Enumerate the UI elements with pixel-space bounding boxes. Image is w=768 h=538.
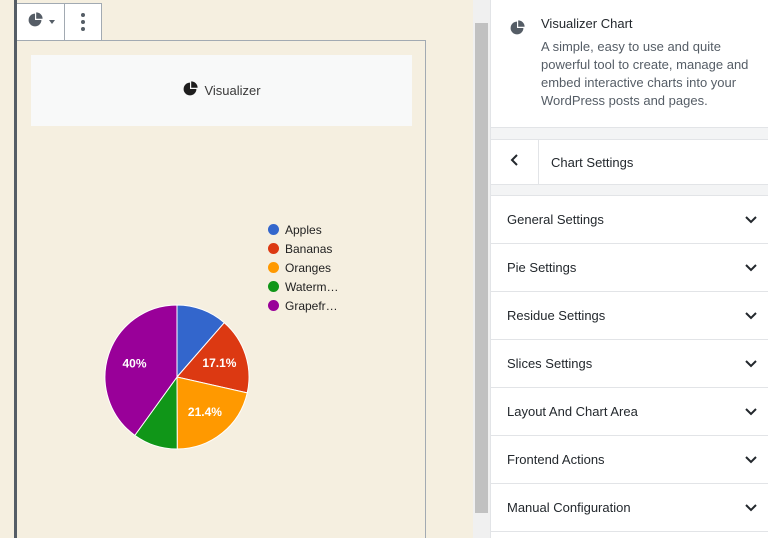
- block-selection-rail: [14, 0, 17, 538]
- chevron-down-icon: [745, 260, 757, 275]
- panel-title: Pie Settings: [507, 260, 577, 275]
- panel-divider: [491, 531, 768, 538]
- panel-manual-configuration[interactable]: Manual Configuration: [491, 483, 768, 531]
- chevron-down-icon: [745, 308, 757, 323]
- chevron-left-icon: [510, 153, 520, 171]
- panel-layout-and-chart-area[interactable]: Layout And Chart Area: [491, 387, 768, 435]
- pie-chart-icon: [27, 11, 43, 33]
- block-card-description: A simple, easy to use and quite powerful…: [541, 39, 749, 108]
- block-card-title: Visualizer Chart: [541, 16, 633, 31]
- block-toolbar: [17, 3, 102, 41]
- slice-label: 21.4%: [188, 405, 222, 419]
- panel-title: Slices Settings: [507, 356, 593, 371]
- panel-pie-settings[interactable]: Pie Settings: [491, 243, 768, 291]
- divider: [491, 185, 768, 195]
- legend-swatch: [268, 300, 279, 311]
- legend-label: Oranges: [285, 260, 332, 275]
- placeholder-label: Visualizer: [204, 83, 261, 98]
- more-options-button[interactable]: [65, 4, 101, 40]
- visualizer-placeholder: Visualizer: [31, 55, 412, 126]
- chevron-down-icon: [745, 212, 757, 227]
- chevron-down-icon: [745, 356, 757, 371]
- block-settings-sidebar: Visualizer Chart A simple, easy to use a…: [490, 0, 768, 538]
- panel-title: Residue Settings: [507, 308, 606, 323]
- pie-chart-icon: [182, 81, 199, 100]
- panel-title: General Settings: [507, 212, 604, 227]
- legend-item[interactable]: Apples: [268, 220, 339, 239]
- pie-chart: 17.1% 21.4% 40% Apples Bananas Oranges Waterm…: [104, 220, 339, 450]
- legend-label: Waterm…: [285, 279, 339, 294]
- scrollbar-thumb[interactable]: [475, 23, 488, 513]
- legend-item[interactable]: Oranges: [268, 258, 339, 277]
- legend-swatch: [268, 243, 279, 254]
- panel-title: Manual Configuration: [507, 500, 631, 515]
- legend-item[interactable]: Bananas: [268, 239, 339, 258]
- vertical-ellipsis-icon: [81, 13, 85, 31]
- legend-item[interactable]: Waterm…: [268, 277, 339, 296]
- pie-chart-svg: 17.1% 21.4% 40%: [104, 304, 250, 450]
- pie-slice-oranges[interactable]: [176, 376, 248, 450]
- slice-label: 40%: [123, 356, 147, 370]
- editor-canvas: Visualizer 17.1% 21.4% 40% Apples Bananas Or…: [14, 0, 426, 538]
- pie-slice-bananas[interactable]: [176, 322, 250, 394]
- divider: [491, 128, 768, 139]
- back-button[interactable]: [491, 139, 539, 185]
- slice-label: 17.1%: [202, 356, 236, 370]
- canvas-scrollbar[interactable]: [473, 0, 490, 538]
- panel-residue-settings[interactable]: Residue Settings: [491, 291, 768, 339]
- legend-label: Bananas: [285, 241, 333, 256]
- pie-chart-icon: [509, 16, 541, 127]
- legend-swatch: [268, 281, 279, 292]
- chevron-down-icon: [745, 452, 757, 467]
- block-card: Visualizer Chart A simple, easy to use a…: [491, 0, 768, 128]
- chart-settings-header: Chart Settings: [491, 139, 768, 185]
- chart-settings-title: Chart Settings: [551, 154, 634, 170]
- caret-down-icon: [48, 20, 55, 24]
- legend-swatch: [268, 262, 279, 273]
- legend-item[interactable]: Grapefr…: [268, 296, 339, 315]
- panel-slices-settings[interactable]: Slices Settings: [491, 339, 768, 387]
- legend-label: Apples: [285, 222, 322, 237]
- panel-frontend-actions[interactable]: Frontend Actions: [491, 435, 768, 483]
- block-type-switcher-button[interactable]: [17, 4, 65, 40]
- panel-general-settings[interactable]: General Settings: [491, 195, 768, 243]
- pie-slice-grapefruit[interactable]: [104, 304, 178, 437]
- panel-title: Layout And Chart Area: [507, 404, 638, 419]
- legend-label: Grapefr…: [285, 298, 338, 313]
- chevron-down-icon: [745, 404, 757, 419]
- chart-legend: Apples Bananas Oranges Waterm… Grapefr…: [268, 220, 339, 315]
- panel-title: Frontend Actions: [507, 452, 605, 467]
- visualizer-block[interactable]: Visualizer: [17, 40, 426, 538]
- legend-swatch: [268, 224, 279, 235]
- chevron-down-icon: [745, 500, 757, 515]
